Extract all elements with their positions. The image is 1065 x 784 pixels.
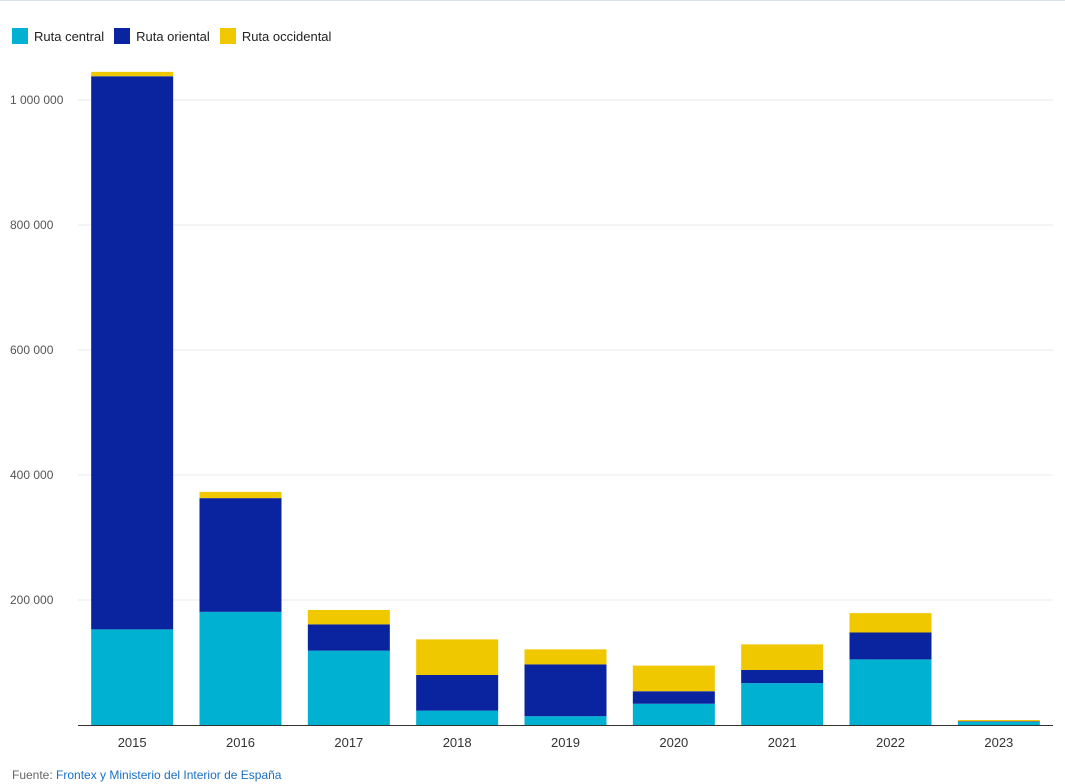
bar-segment xyxy=(741,670,824,684)
bar-segment xyxy=(307,650,390,725)
bar-segment xyxy=(416,675,499,711)
bar-segment xyxy=(524,716,607,725)
bar-segment xyxy=(416,710,499,725)
bar-segment xyxy=(849,613,932,633)
bar-segment xyxy=(632,665,715,692)
bar-segment xyxy=(957,721,1040,725)
y-tick-label: 800 000 xyxy=(10,218,54,232)
x-tick-label: 2021 xyxy=(768,735,797,750)
bar-segment xyxy=(957,721,1040,722)
bar-segment xyxy=(91,629,174,725)
bar-segment xyxy=(91,76,174,630)
source-prefix: Fuente: xyxy=(12,768,57,782)
bar-segment xyxy=(307,610,390,625)
legend-label-ruta-central: Ruta central xyxy=(34,28,105,44)
source-link[interactable]: Frontex y Ministerio del Interior de Esp… xyxy=(56,768,282,782)
bar-segment xyxy=(199,491,282,499)
source-note: Fuente: Frontex y Ministerio del Interio… xyxy=(12,768,281,782)
stacked-bar-chart: 200 000 400 000 600 000 800 000 1 000 000 201… xyxy=(10,71,1053,750)
y-tick-label: 200 000 xyxy=(10,593,54,607)
legend-item-ruta-occidental[interactable]: Ruta occidental xyxy=(219,28,332,44)
x-tick-label: 2023 xyxy=(984,735,1013,750)
bar-segment xyxy=(524,664,607,717)
x-tick-label: 2020 xyxy=(659,735,688,750)
x-tick-label: 2018 xyxy=(443,735,472,750)
legend-label-ruta-oriental: Ruta oriental xyxy=(136,28,210,44)
x-tick-label: 2017 xyxy=(334,735,363,750)
x-tick-label: 2016 xyxy=(226,735,255,750)
top-border xyxy=(0,0,1065,5)
bar-segment xyxy=(199,611,282,725)
x-tick-label: 2015 xyxy=(118,735,147,750)
legend-swatch-ruta-central xyxy=(12,28,28,44)
bar-segment xyxy=(741,683,824,725)
bar-segment xyxy=(849,632,932,660)
bar-segment xyxy=(849,659,932,725)
bar-segment xyxy=(199,498,282,612)
y-tick-label: 600 000 xyxy=(10,343,54,357)
x-tick-label: 2019 xyxy=(551,735,580,750)
y-tick-label: 1 000 000 xyxy=(10,93,64,107)
bar-segment xyxy=(524,649,607,665)
y-tick-label: 400 000 xyxy=(10,468,54,482)
legend-swatch-ruta-occidental xyxy=(219,28,236,44)
bar-segment xyxy=(91,71,174,77)
legend-label-ruta-occidental: Ruta occidental xyxy=(241,28,332,44)
bar-segment xyxy=(957,720,1040,722)
bar-segment xyxy=(632,691,715,704)
bar-segment xyxy=(741,644,824,670)
bar-segment xyxy=(307,624,390,651)
legend-item-ruta-oriental[interactable]: Ruta oriental xyxy=(114,28,210,44)
chart-legend: Ruta central Ruta oriental Ruta occident… xyxy=(12,27,331,45)
legend-item-ruta-central[interactable]: Ruta central xyxy=(12,28,104,44)
legend-swatch-ruta-oriental xyxy=(114,28,131,44)
x-tick-label: 2022 xyxy=(876,735,905,750)
bar-segment xyxy=(416,639,499,675)
bar-segment xyxy=(632,703,715,725)
